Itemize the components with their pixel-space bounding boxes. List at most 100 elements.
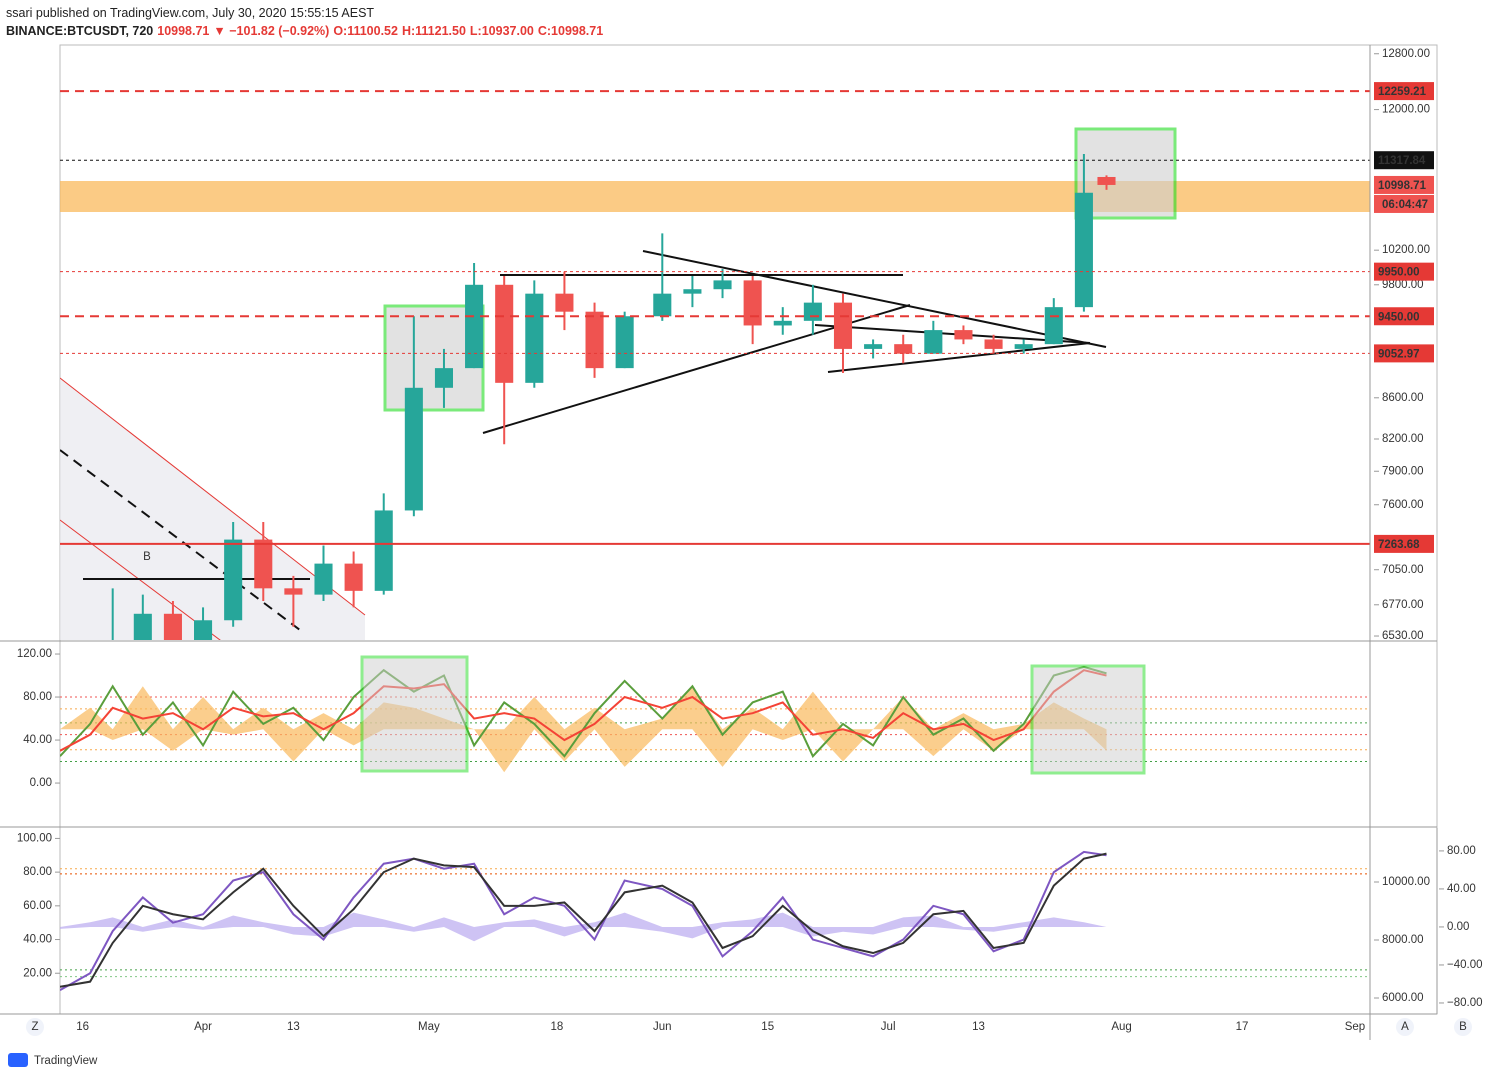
y-tick-label: 80.00 bbox=[23, 691, 52, 703]
button[interactable] bbox=[1454, 1018, 1472, 1036]
price-label-bg bbox=[1374, 534, 1434, 553]
candle-body bbox=[954, 330, 973, 340]
osc2-pane bbox=[60, 850, 1370, 991]
y-tick-label: 8000.00 bbox=[1382, 934, 1424, 946]
y-tick-label: 6000.00 bbox=[1382, 992, 1424, 1004]
countdown-bg bbox=[1374, 194, 1434, 213]
y-tick-label: 80.00 bbox=[1447, 845, 1476, 857]
open: O:11100.52 bbox=[333, 24, 398, 38]
price-label: 9950.00 bbox=[1378, 267, 1420, 279]
y-tick-label: 120.00 bbox=[17, 648, 52, 660]
drawings: B bbox=[60, 90, 1370, 801]
countdown: 06:04:47 bbox=[1382, 199, 1428, 211]
y-tick-label: 9800.00 bbox=[1382, 279, 1424, 291]
x-tick-label: 15 bbox=[761, 1021, 774, 1033]
candle-body bbox=[555, 293, 574, 312]
y-tick-label: 20.00 bbox=[23, 967, 52, 979]
candle-body bbox=[163, 613, 182, 640]
button-label[interactable]: Z bbox=[31, 1021, 38, 1033]
x-tick-label: 18 bbox=[550, 1021, 563, 1033]
candle-body bbox=[525, 293, 544, 383]
x-tick-label: Jun bbox=[653, 1021, 672, 1033]
candle-body bbox=[615, 316, 634, 369]
x-tick-label: 16 bbox=[76, 1021, 89, 1033]
y-tick-label: 100.00 bbox=[17, 832, 52, 844]
annotation: B bbox=[143, 551, 151, 563]
y-tick-label: −80.00 bbox=[1447, 997, 1483, 1009]
x-tick-label: 17 bbox=[1236, 1021, 1249, 1033]
low: L:10937.00 bbox=[469, 24, 534, 38]
candle-body bbox=[224, 539, 243, 621]
x-tick-label: 13 bbox=[972, 1021, 985, 1033]
candle-body bbox=[984, 339, 1003, 349]
y-tick-label: 6770.00 bbox=[1382, 599, 1424, 611]
y-tick-label: 12000.00 bbox=[1382, 104, 1430, 116]
price-label-bg bbox=[1374, 262, 1434, 281]
button-label[interactable]: A bbox=[1401, 1021, 1409, 1033]
y-tick-label: 40.00 bbox=[23, 734, 52, 746]
candle-body bbox=[465, 284, 484, 369]
y-tick-label: 10200.00 bbox=[1382, 244, 1430, 256]
candle-body bbox=[864, 344, 883, 349]
candle-body bbox=[314, 563, 333, 595]
candle-body bbox=[803, 302, 822, 321]
candle-body bbox=[585, 311, 604, 369]
y-tick-label: 0.00 bbox=[1447, 921, 1469, 933]
y-tick-label: 0.00 bbox=[30, 777, 52, 789]
candle-body bbox=[1044, 307, 1063, 345]
price-label-bg bbox=[1374, 175, 1434, 194]
x-tick-label: May bbox=[418, 1021, 440, 1033]
candle-body bbox=[743, 280, 762, 326]
candle-body bbox=[374, 510, 393, 591]
y-tick-label: 40.00 bbox=[23, 934, 52, 946]
candle-body bbox=[1014, 344, 1033, 349]
price-label: 12259.21 bbox=[1378, 86, 1427, 98]
x-tick-label: Sep bbox=[1345, 1021, 1365, 1033]
price-label-bg bbox=[1374, 307, 1434, 326]
y-tick-label: 7050.00 bbox=[1382, 564, 1424, 576]
axes: 16 Apr 13 May 18 Jun 15 Jul 13 Aug 17 Sep 12800.00 12… bbox=[8, 48, 1483, 1067]
candle-body bbox=[133, 613, 152, 640]
button[interactable] bbox=[1396, 1018, 1414, 1036]
osc1-pane bbox=[60, 655, 1370, 775]
close: C:10998.71 bbox=[537, 24, 604, 38]
y-tick-label: 7600.00 bbox=[1382, 499, 1424, 511]
price-label: 11317.84 bbox=[1378, 155, 1426, 167]
y-tick-label: 7900.00 bbox=[1382, 465, 1424, 477]
brand: TradingView bbox=[34, 1055, 98, 1067]
candle-body bbox=[344, 563, 363, 591]
price-label: 9450.00 bbox=[1378, 311, 1420, 323]
series-line bbox=[60, 850, 1107, 991]
candle-body bbox=[1074, 192, 1093, 308]
button-label[interactable]: B bbox=[1459, 1021, 1467, 1033]
high: H:11121.50 bbox=[401, 24, 466, 38]
change: ▼ −101.82 (−0.92%) bbox=[213, 24, 330, 38]
y-tick-label: 60.00 bbox=[23, 900, 52, 912]
brand-logo bbox=[8, 1053, 28, 1067]
y-tick-label: 6530.00 bbox=[1382, 630, 1424, 642]
candle-body bbox=[104, 681, 122, 801]
x-tick-label: Apr bbox=[194, 1021, 212, 1033]
price-label: 10998.71 bbox=[1378, 180, 1427, 192]
candle-body bbox=[1097, 176, 1116, 185]
candle-body bbox=[495, 284, 514, 383]
main-pane: B bbox=[60, 90, 1370, 801]
price-label: 9052.97 bbox=[1378, 348, 1420, 360]
x-tick-label: Jul bbox=[881, 1021, 896, 1033]
y-tick-label: 10000.00 bbox=[1382, 876, 1430, 888]
candle-body bbox=[924, 330, 943, 354]
x-tick-label: 13 bbox=[287, 1021, 300, 1033]
y-tick-label: 12800.00 bbox=[1382, 48, 1430, 60]
price-label-bg bbox=[1374, 344, 1434, 363]
candle-body bbox=[713, 280, 732, 290]
button[interactable] bbox=[26, 1018, 44, 1036]
candle-body bbox=[773, 320, 792, 326]
series-line bbox=[60, 665, 1107, 758]
y-tick-label: 8600.00 bbox=[1382, 392, 1424, 404]
price-label-bg bbox=[1374, 151, 1434, 170]
y-tick-label: 40.00 bbox=[1447, 883, 1476, 895]
x-tick-label: Aug bbox=[1111, 1021, 1131, 1033]
candle-body bbox=[81, 785, 99, 801]
